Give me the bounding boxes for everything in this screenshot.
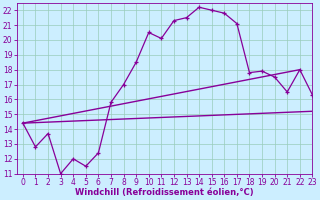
X-axis label: Windchill (Refroidissement éolien,°C): Windchill (Refroidissement éolien,°C) (75, 188, 254, 197)
